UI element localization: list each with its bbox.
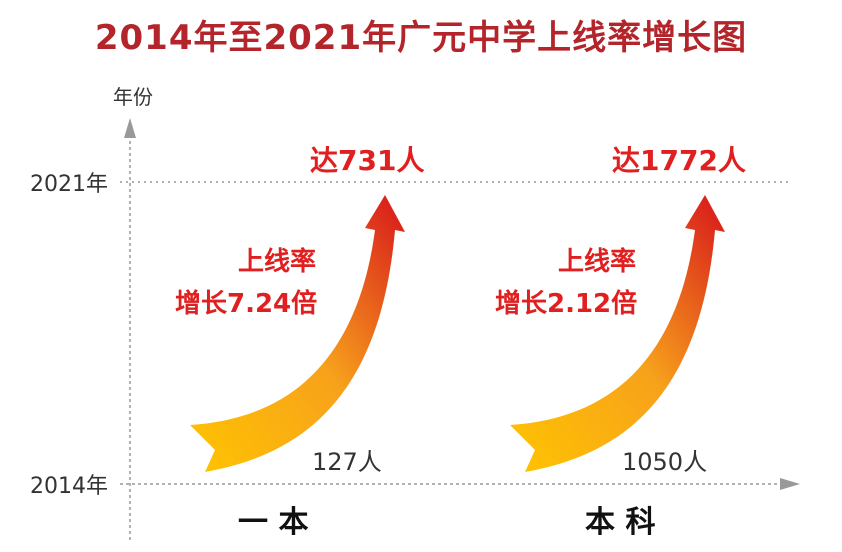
start-label-1: 127人 [312, 448, 382, 476]
category-label-2: 本 科 [585, 505, 655, 540]
y-tick-2014: 2014年 [30, 474, 108, 499]
growth-label-1a: 上线率 [238, 246, 316, 277]
y-tick-2021: 2021年 [30, 172, 108, 197]
y-axis-label: 年份 [113, 85, 153, 109]
growth-label-2b: 增长2.12倍 [495, 288, 637, 319]
growth-label-2a: 上线率 [558, 246, 636, 277]
y-axis-arrow-icon [124, 118, 136, 138]
category-label-1: 一 本 [238, 505, 308, 540]
growth-label-1b: 增长7.24倍 [175, 288, 317, 319]
growth-arrow-1 [190, 195, 405, 472]
chart-title: 2014年至2021年广元中学上线率增长图 [94, 18, 748, 58]
end-label-1: 达731人 [310, 144, 424, 177]
growth-arrow-2 [510, 195, 725, 472]
start-label-2: 1050人 [622, 448, 707, 476]
end-label-2: 达1772人 [612, 144, 746, 177]
x-axis-arrow-icon [780, 478, 800, 490]
